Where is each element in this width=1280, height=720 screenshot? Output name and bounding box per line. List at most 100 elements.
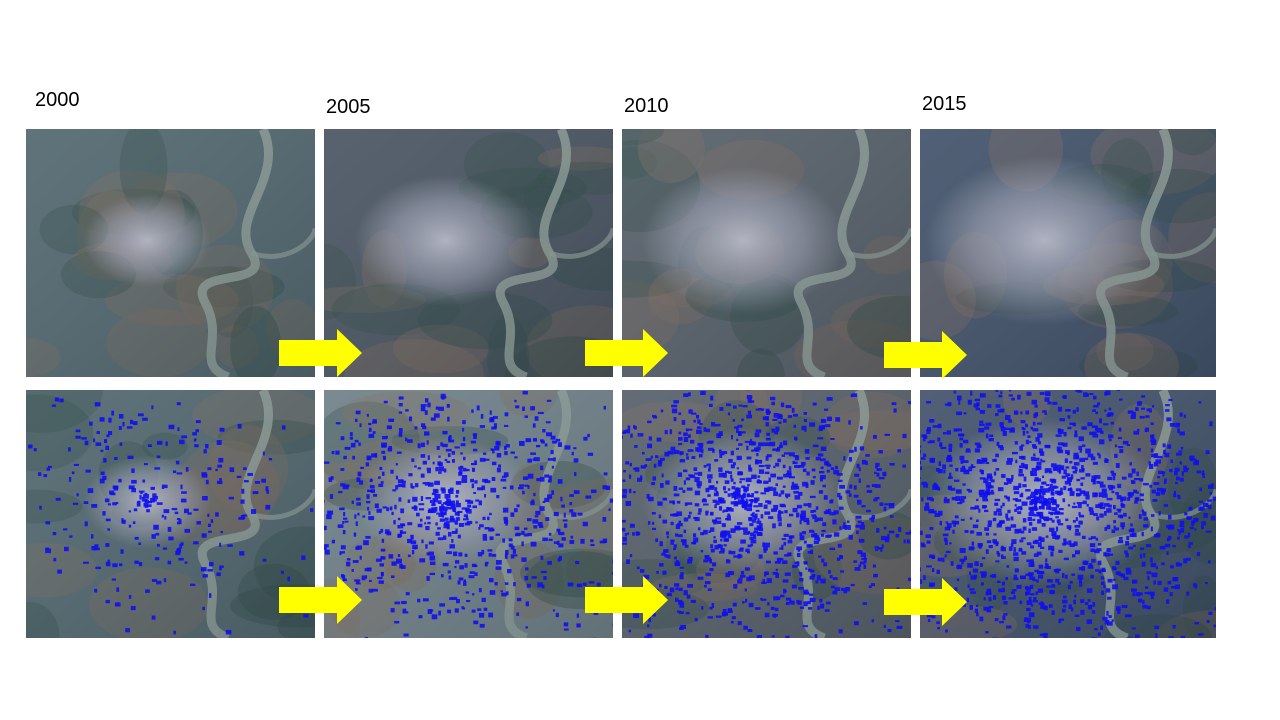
- urban-pixel: [745, 498, 748, 503]
- urban-pixel: [712, 448, 715, 453]
- urban-pixel: [863, 560, 867, 564]
- urban-pixel: [1111, 566, 1116, 569]
- urban-pixel: [846, 520, 850, 523]
- urban-pixel: [698, 453, 703, 458]
- urban-pixel: [145, 589, 150, 593]
- urban-pixel: [451, 530, 458, 534]
- urban-pixel: [144, 499, 149, 504]
- urban-pixel: [152, 499, 157, 502]
- urban-pixel: [1179, 461, 1183, 465]
- urban-pixel: [776, 557, 782, 563]
- urban-pixel: [815, 580, 819, 584]
- urban-pixel: [773, 413, 780, 418]
- urban-pixel: [397, 483, 403, 488]
- urban-pixel: [1057, 468, 1061, 473]
- urban-pixel: [1164, 409, 1170, 412]
- urban-pixel: [119, 563, 123, 567]
- urban-pixel: [786, 523, 792, 528]
- urban-pixel: [1120, 497, 1124, 502]
- urban-pixel: [38, 472, 42, 476]
- urban-pixel: [454, 608, 459, 613]
- urban-pixel: [1146, 408, 1152, 412]
- urban-pixel: [87, 488, 94, 494]
- urban-pixel: [736, 428, 739, 434]
- urban-pixel: [411, 485, 415, 489]
- urban-pixel: [1021, 551, 1027, 555]
- urban-pixel: [772, 448, 778, 451]
- urban-pixel: [1061, 475, 1066, 479]
- urban-pixel: [1069, 422, 1076, 425]
- urban-pixel: [748, 602, 754, 608]
- urban-pixel: [420, 406, 426, 412]
- urban-pixel: [998, 444, 1004, 449]
- urban-pixel: [1005, 513, 1009, 519]
- image-content: [26, 129, 315, 377]
- urban-pixel: [144, 503, 149, 508]
- urban-pixel: [647, 624, 650, 628]
- urban-pixel: [1000, 391, 1003, 394]
- urban-pixel: [516, 612, 520, 616]
- urban-pixel: [826, 416, 832, 422]
- urban-pixel: [953, 524, 956, 527]
- urban-pixel: [1103, 584, 1106, 589]
- urban-pixel: [803, 591, 810, 594]
- urban-pixel: [683, 480, 686, 485]
- urban-pixel: [920, 445, 922, 448]
- urban-pixel: [1075, 488, 1082, 492]
- urban-pixel: [106, 434, 110, 438]
- urban-pixel: [966, 488, 970, 491]
- urban-pixel: [744, 504, 750, 508]
- urban-pixel: [125, 628, 130, 633]
- urban-pixel: [1069, 580, 1073, 584]
- haze: [920, 390, 1216, 638]
- urban-pixel: [999, 446, 1004, 451]
- urban-pixel: [784, 510, 788, 514]
- urban-pixel: [802, 625, 809, 628]
- urban-pixel: [359, 555, 362, 560]
- urban-pixel: [675, 524, 681, 530]
- urban-pixel: [637, 532, 641, 535]
- urban-pixel: [1099, 481, 1104, 485]
- urban-pixel: [368, 427, 372, 432]
- urban-pixel: [929, 584, 934, 587]
- urban-pixel: [921, 497, 924, 502]
- urban-pixel: [803, 540, 807, 544]
- urban-pixel: [995, 468, 1000, 471]
- urban-pixel: [1088, 537, 1093, 540]
- urban-pixel: [996, 441, 1000, 447]
- urban-pixel: [1173, 493, 1177, 498]
- urban-pixel: [703, 503, 709, 506]
- urban-pixel: [818, 490, 824, 494]
- urban-pixel: [946, 523, 952, 528]
- urban-pixel: [340, 545, 346, 550]
- urban-pixel: [356, 497, 361, 501]
- urban-pixel: [783, 541, 787, 546]
- urban-pixel: [455, 481, 462, 485]
- urban-pixel: [686, 428, 693, 431]
- urban-pixel: [734, 496, 739, 500]
- urban-pixel: [1045, 563, 1049, 569]
- urban-pixel: [662, 519, 668, 524]
- urban-pixel: [1186, 517, 1190, 520]
- urban-pixel: [545, 421, 551, 424]
- urban-pixel: [946, 430, 951, 435]
- urban-pixel: [653, 463, 657, 468]
- urban-pixel: [979, 420, 984, 424]
- urban-pixel: [951, 520, 956, 525]
- urban-pixel: [871, 514, 875, 519]
- urban-pixel: [453, 507, 457, 513]
- urban-pixel: [815, 506, 819, 510]
- urban-pixel: [746, 445, 749, 451]
- urban-pixel: [446, 460, 451, 463]
- urban-pixel: [1106, 548, 1111, 553]
- urban-pixel: [1059, 418, 1065, 422]
- urban-pixel: [774, 561, 781, 564]
- urban-pixel: [1083, 491, 1090, 497]
- urban-pixel: [69, 535, 73, 538]
- urban-pixel: [830, 585, 835, 589]
- urban-pixel: [723, 491, 728, 494]
- urban-pixel: [997, 487, 1004, 492]
- urban-pixel: [679, 574, 684, 580]
- urban-pixel: [1033, 496, 1040, 501]
- urban-pixel: [118, 478, 122, 483]
